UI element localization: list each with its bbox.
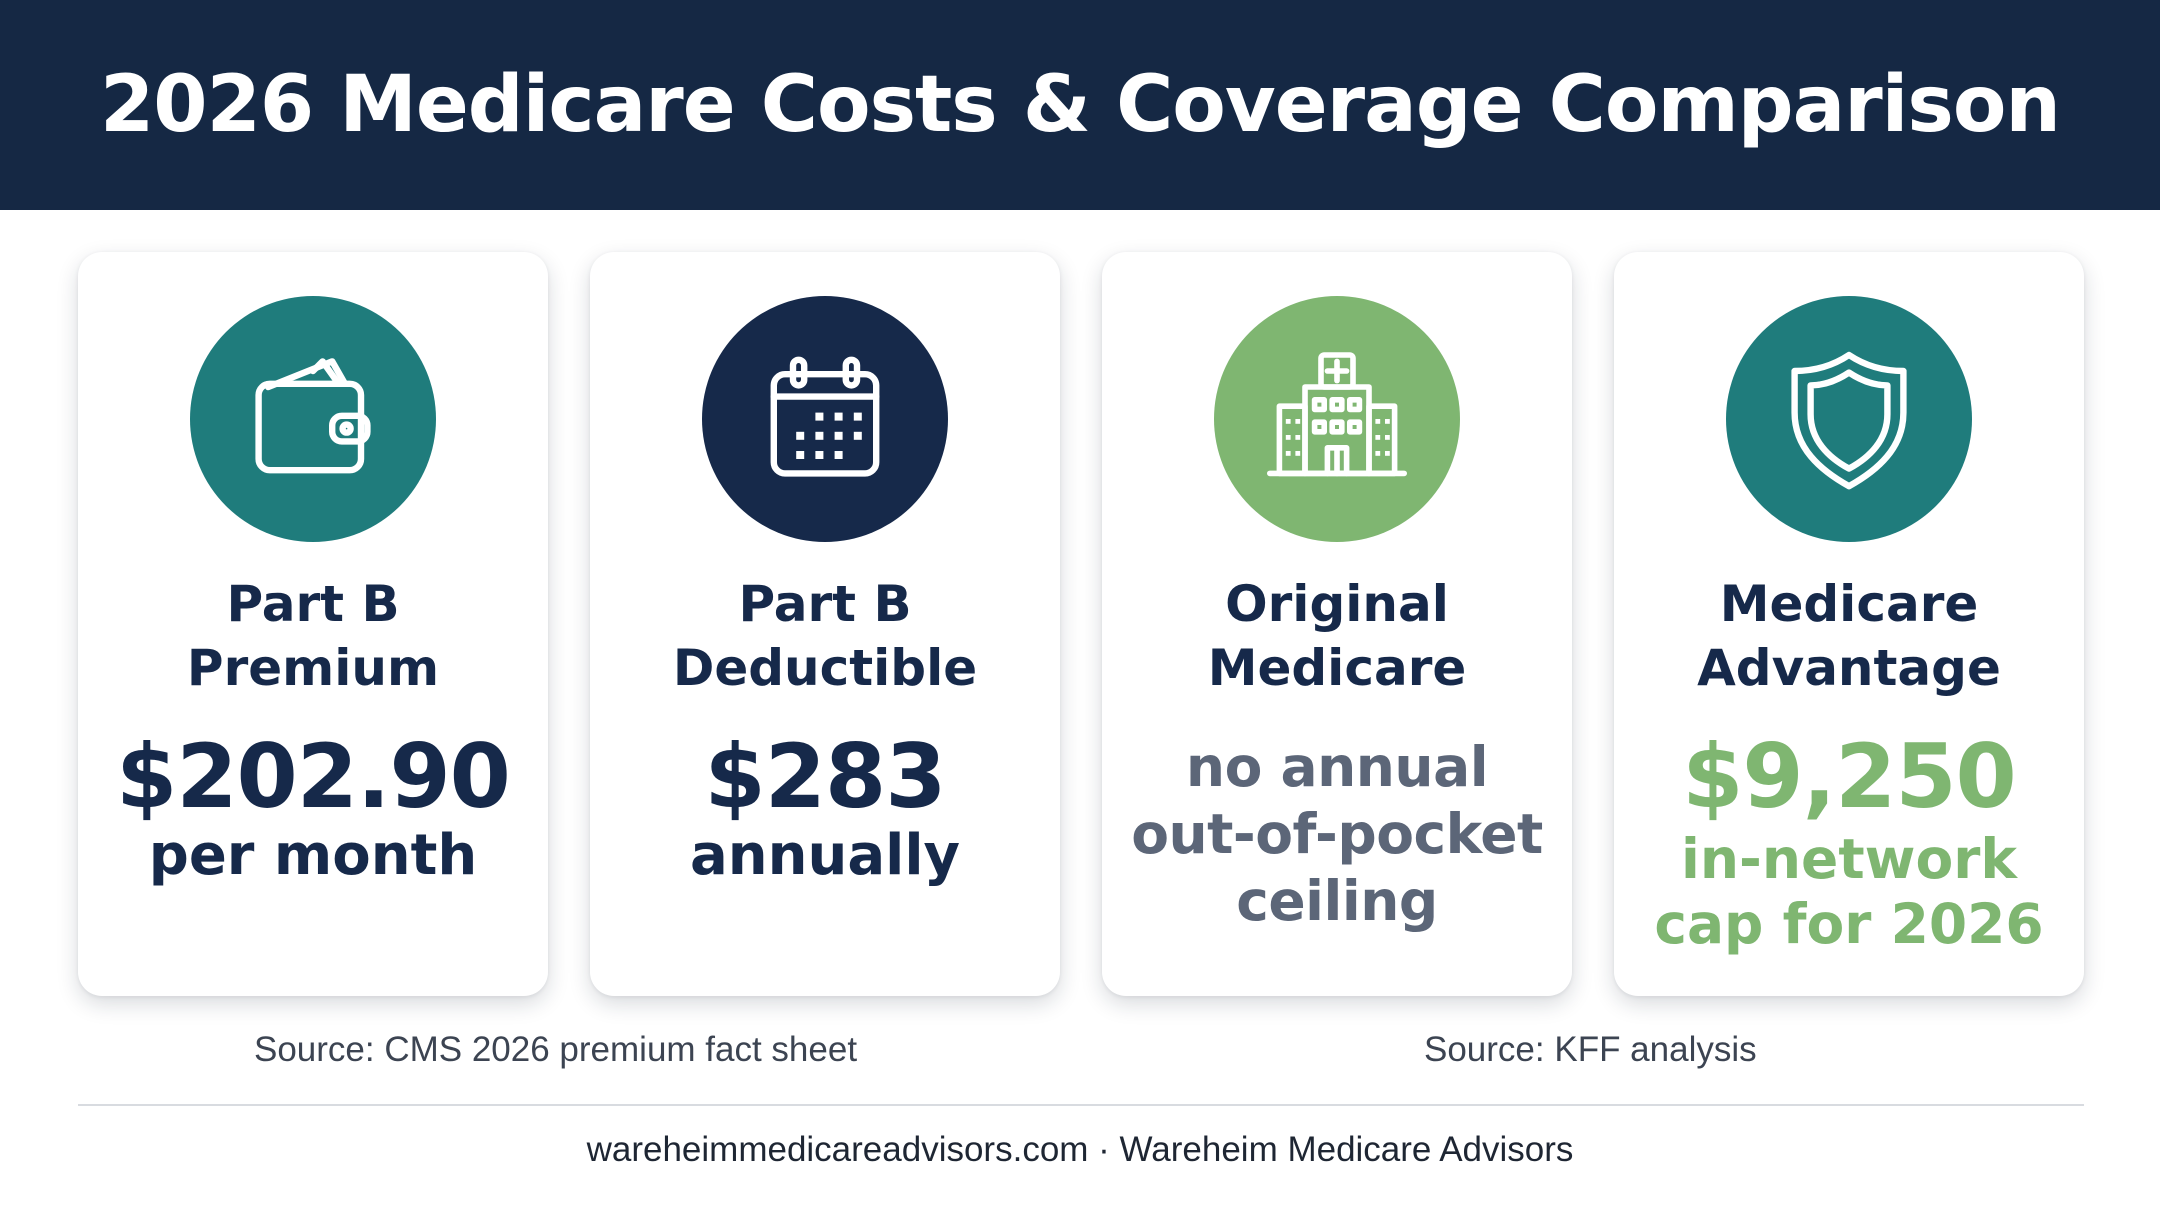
card-part-b-deductible: Part B Deductible $283 annually (590, 252, 1060, 996)
card-note-line: in-network (1681, 827, 2017, 891)
calendar-icon (702, 296, 948, 542)
hospital-icon (1214, 296, 1460, 542)
card-title-line: Advantage (1697, 639, 2001, 697)
header-banner: 2026 Medicare Costs & Coverage Compariso… (0, 0, 2160, 210)
card-note-line: cap for 2026 (1654, 892, 2044, 956)
card-note-line: ceiling (1236, 869, 1438, 933)
card-note: per month (148, 823, 478, 888)
card-title-line: Part B (226, 575, 400, 633)
card-title-line: Part B (738, 575, 912, 633)
card-title: Part B Deductible (590, 572, 1060, 700)
card-title-line: Medicare (1207, 639, 1467, 697)
card-note-line: no annual (1185, 735, 1489, 799)
card-title: Part B Premium (78, 572, 548, 700)
footer-credit: wareheimmedicareadvisors.com · Wareheim … (586, 1130, 1574, 1169)
card-title-line: Deductible (672, 639, 978, 697)
card-title: Original Medicare (1102, 572, 1572, 700)
card-value: $202.90 (116, 725, 511, 828)
card-original-medicare: Original Medicare no annual out-of-pocke… (1102, 252, 1572, 996)
card-note: annually (689, 823, 961, 888)
shield-icon (1726, 296, 1972, 542)
page-title: 2026 Medicare Costs & Coverage Compariso… (100, 60, 2061, 150)
card-title-line: Premium (186, 639, 440, 697)
wallet-icon (190, 296, 436, 542)
card-value: $9,250 (1682, 725, 2017, 828)
card-title: Medicare Advantage (1614, 572, 2084, 700)
card-medicare-advantage: Medicare Advantage $9,250 in-network cap… (1614, 252, 2084, 996)
card-title-line: Medicare (1719, 575, 1979, 633)
card-note: in-network cap for 2026 (1614, 827, 2084, 957)
footer-divider (78, 1104, 2084, 1106)
card-note-line: out-of-pocket (1131, 802, 1543, 866)
source-cms: Source: CMS 2026 premium fact sheet (254, 1030, 858, 1069)
card-note: no annual out-of-pocket ceiling (1102, 734, 1572, 935)
card-part-b-premium: Part B Premium $202.90 per month (78, 252, 548, 996)
card-value: $283 (704, 725, 947, 828)
card-title-line: Original (1225, 575, 1449, 633)
source-kff: Source: KFF analysis (1424, 1030, 1757, 1069)
